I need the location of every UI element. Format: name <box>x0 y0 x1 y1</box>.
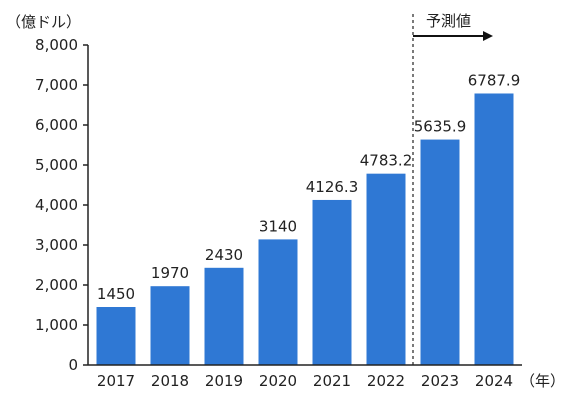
data-label: 4783.2 <box>360 152 413 170</box>
x-tick-label: 2018 <box>151 372 189 390</box>
x-tick-label: 2019 <box>205 372 243 390</box>
bar <box>258 239 298 365</box>
bar <box>312 199 352 365</box>
bar <box>204 267 244 365</box>
data-label: 1450 <box>97 285 135 303</box>
x-tick-label: 2020 <box>259 372 297 390</box>
y-tick-label: 2,000 <box>35 276 78 294</box>
x-tick-label: 2022 <box>367 372 405 390</box>
y-tick-label: 6,000 <box>35 116 78 134</box>
forecast-arrow-head <box>483 31 493 41</box>
bar <box>366 173 406 365</box>
y-tick-label: 1,000 <box>35 316 78 334</box>
data-label: 5635.9 <box>414 118 467 136</box>
forecast-label: 予測値 <box>426 12 471 30</box>
data-label: 6787.9 <box>468 71 521 89</box>
bar <box>96 307 136 365</box>
x-tick-label: 2021 <box>313 372 351 390</box>
y-tick-label: 8,000 <box>35 36 78 54</box>
x-tick-label: 2017 <box>97 372 135 390</box>
data-label: 1970 <box>151 264 189 282</box>
bar <box>420 139 460 365</box>
x-axis-unit-label: （年） <box>520 372 565 390</box>
x-tick-label: 2023 <box>421 372 459 390</box>
y-tick-label: 0 <box>68 356 78 374</box>
data-label: 4126.3 <box>306 178 359 196</box>
y-tick-label: 7,000 <box>35 76 78 94</box>
y-axis-unit-label: （億ドル） <box>6 13 81 31</box>
data-label: 2430 <box>205 246 243 264</box>
x-axis-ticks: 2017 2018 2019 2020 2021 2022 2023 2024 <box>97 372 513 390</box>
y-tick-label: 4,000 <box>35 196 78 214</box>
x-tick-label: 2024 <box>475 372 513 390</box>
data-label: 3140 <box>259 217 297 235</box>
y-axis-ticks: 0 1,000 2,000 3,000 4,000 5,000 6,000 7,000 8,00… <box>35 36 88 374</box>
y-tick-label: 5,000 <box>35 156 78 174</box>
bar <box>150 286 190 365</box>
bar <box>474 93 514 365</box>
y-tick-label: 3,000 <box>35 236 78 254</box>
